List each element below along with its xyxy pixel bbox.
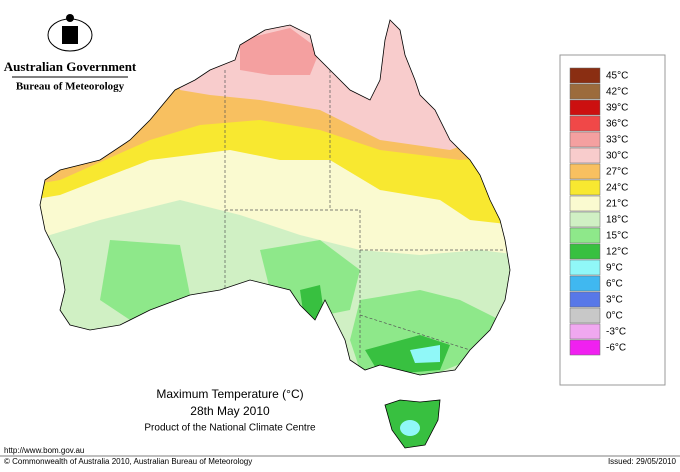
legend-label: 27°C (606, 167, 628, 178)
legend-swatch (569, 323, 601, 340)
footer-url: http://www.bom.gov.au (4, 446, 84, 455)
legend-swatch (569, 227, 601, 244)
header-subtitle: Bureau of Meteorology (16, 81, 125, 93)
footer-copyright: © Commonwealth of Australia 2010, Austra… (4, 457, 252, 466)
legend-label: -3°C (606, 327, 626, 338)
legend-label: 15°C (606, 231, 628, 242)
legend-label: 24°C (606, 183, 628, 194)
legend-swatch (569, 195, 601, 212)
caption-date: 28th May 2010 (190, 404, 270, 418)
legend-swatch (569, 99, 601, 116)
legend-label: 30°C (606, 151, 628, 162)
coat-of-arms (47, 14, 93, 52)
legend-label: 45°C (606, 71, 628, 82)
legend-label: 3°C (606, 295, 623, 306)
legend-swatch (569, 243, 601, 260)
footer-issued: Issued: 29/05/2010 (608, 457, 677, 466)
legend-label: 42°C (606, 87, 628, 98)
legend-swatch (569, 211, 601, 228)
legend-swatch (569, 275, 601, 292)
legend-swatch (569, 163, 601, 180)
legend-swatch (569, 339, 601, 356)
state-borders (224, 70, 505, 360)
legend-swatch (569, 307, 601, 324)
legend-label: 0°C (606, 311, 623, 322)
legend-label: 9°C (606, 263, 623, 274)
legend-swatch (569, 67, 601, 84)
header-title: Australian Government (4, 59, 137, 74)
legend-swatch (569, 291, 601, 308)
legend-label: 6°C (606, 279, 623, 290)
caption-title: Maximum Temperature (°C) (156, 387, 303, 401)
legend-swatch (569, 115, 601, 132)
legend-swatch (569, 83, 601, 100)
legend-label: 18°C (606, 215, 628, 226)
legend-label: 39°C (606, 103, 628, 114)
legend-label: 33°C (606, 135, 628, 146)
legend-swatch (569, 179, 601, 196)
legend-label: 12°C (606, 247, 628, 258)
caption-product: Product of the National Climate Centre (144, 423, 316, 434)
legend-swatch (569, 131, 601, 148)
coastline (39, 19, 511, 449)
legend-label: 36°C (606, 119, 628, 130)
legend-label: -6°C (606, 343, 626, 354)
legend-label: 21°C (606, 199, 628, 210)
legend-swatch (569, 259, 601, 276)
legend-swatch (569, 147, 601, 164)
legend: 45°C 42°C 39°C 36°C 33°C 30°C 27°C 24°C 21°C 18°C… (569, 67, 628, 356)
